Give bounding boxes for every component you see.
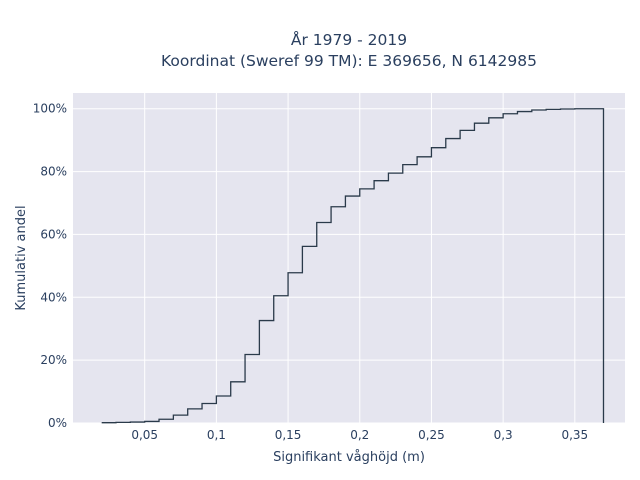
chart-title: År 1979 - 2019 <box>291 30 407 49</box>
cdf-series-line <box>101 108 605 424</box>
x-axis-ticks: 0,05 0,1 0,15 0,2 0,25 0,3 0,35 <box>131 428 588 442</box>
x-tick-label: 0,1 <box>207 428 226 442</box>
x-tick-label: 0,25 <box>418 428 445 442</box>
x-tick-label: 0,2 <box>350 428 369 442</box>
y-gridlines <box>73 108 625 424</box>
y-tick-label: 40% <box>40 290 67 304</box>
x-tick-label: 0,15 <box>275 428 302 442</box>
y-tick-label: 80% <box>40 165 67 179</box>
y-tick-label: 0% <box>48 416 67 430</box>
x-tick-label: 0,3 <box>494 428 513 442</box>
y-axis-ticks: 0% 20% 40% 60% 80% 100% <box>33 102 67 430</box>
plot-area <box>73 93 625 423</box>
y-tick-label: 60% <box>40 227 67 241</box>
y-tick-label: 20% <box>40 353 67 367</box>
y-axis-title: Kumulativ andel <box>14 205 29 310</box>
y-tick-label: 100% <box>33 102 67 116</box>
x-tick-label: 0,35 <box>561 428 588 442</box>
x-tick-label: 0,05 <box>131 428 158 442</box>
chart-subtitle: Koordinat (Sweref 99 TM): E 369656, N 61… <box>161 52 537 70</box>
x-axis-title: Signifikant våghöjd (m) <box>273 450 425 465</box>
